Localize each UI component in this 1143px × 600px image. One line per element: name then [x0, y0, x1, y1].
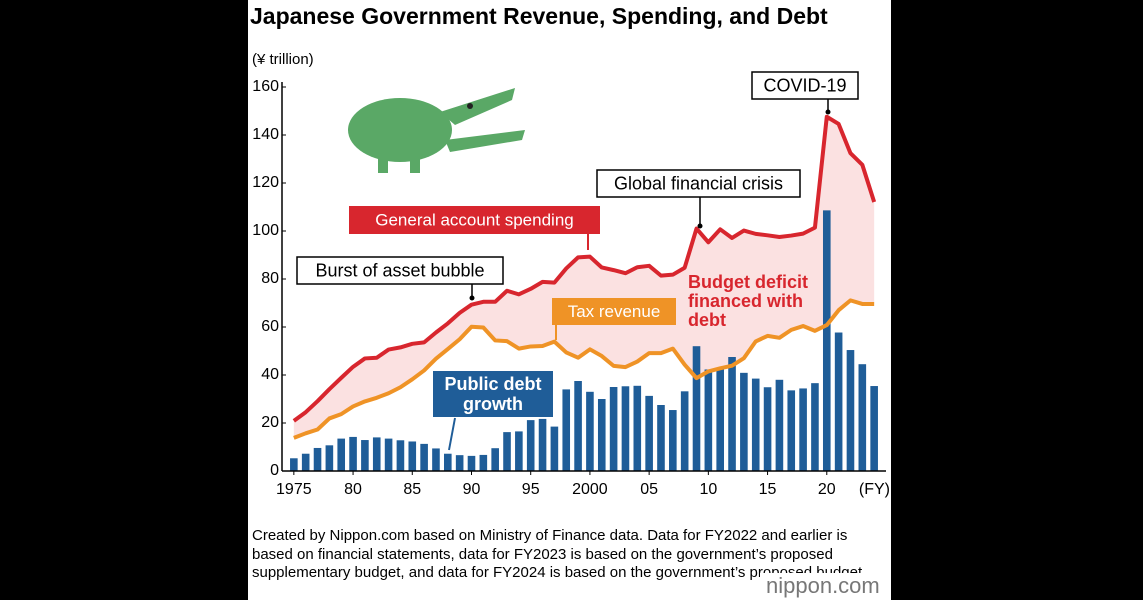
- y-tick-label: 80: [261, 270, 279, 287]
- bar: [822, 210, 831, 472]
- bar: [621, 386, 630, 471]
- y-tick-label: 140: [252, 126, 279, 143]
- bar: [704, 369, 713, 471]
- y-tick-label: 40: [261, 366, 279, 383]
- x-tick-label: 15: [759, 481, 777, 498]
- bar: [396, 440, 405, 471]
- bar: [811, 383, 819, 471]
- bar: [609, 387, 618, 471]
- bar: [349, 436, 357, 471]
- series-label-box: [552, 298, 676, 325]
- bar: [432, 448, 440, 471]
- bar: [680, 391, 689, 471]
- bar: [301, 453, 310, 471]
- annotation-dot: [825, 109, 831, 115]
- y-axis-label: (¥ trillion): [252, 51, 314, 68]
- x-tick-label: 80: [344, 481, 362, 498]
- y-tick-label: 100: [252, 222, 279, 239]
- x-tick-label: 20: [818, 481, 836, 498]
- bar: [574, 381, 582, 471]
- bar: [337, 438, 346, 471]
- bar: [834, 332, 843, 471]
- annotation: Burst of asset bubble: [315, 260, 484, 280]
- bar: [586, 391, 594, 471]
- series-label: Tax revenue: [568, 302, 661, 321]
- bar: [538, 418, 547, 471]
- bar: [479, 454, 488, 471]
- bar: [633, 385, 642, 471]
- x-tick-label: 2000: [572, 481, 608, 498]
- line: [292, 114, 877, 423]
- bar: [657, 405, 665, 471]
- bar: [325, 445, 334, 471]
- x-tick-label: 05: [640, 481, 658, 498]
- y-tick-label: 20: [261, 414, 279, 431]
- bar: [408, 441, 417, 471]
- bar: [420, 443, 428, 471]
- bar: [455, 455, 464, 471]
- bar: [669, 410, 677, 471]
- bar: [740, 372, 748, 471]
- bar: [562, 389, 571, 471]
- series-label: General account spending: [375, 210, 573, 229]
- bar: [870, 386, 878, 471]
- crocodile-illustration: [348, 88, 525, 173]
- bar: [751, 378, 760, 471]
- bar: [444, 453, 452, 471]
- x-tick-label: 95: [522, 481, 540, 498]
- x-axis-label: (FY): [859, 481, 890, 498]
- logo: nippon.com: [760, 573, 880, 599]
- annotation-box: [751, 71, 859, 100]
- bar: [526, 420, 535, 471]
- bar: [858, 364, 867, 471]
- bar: [692, 346, 701, 471]
- bar: [384, 438, 393, 471]
- annotation-dot: [697, 223, 703, 229]
- bar: [550, 426, 559, 471]
- bar: [515, 431, 523, 471]
- source-note: Created by Nippon.com based on Ministry …: [252, 527, 867, 581]
- bar: [313, 447, 322, 471]
- series-label-box: [349, 206, 600, 234]
- annotation-box: [296, 256, 504, 285]
- annotation: Budget deficit financed with debt: [688, 272, 808, 330]
- bar: [846, 350, 855, 471]
- annotation-dot: [469, 295, 475, 301]
- bar: [372, 437, 381, 471]
- bar: [799, 388, 807, 471]
- y-tick-label: 0: [270, 462, 279, 479]
- line: [293, 298, 875, 440]
- bar: [775, 379, 784, 471]
- bar: [491, 448, 499, 471]
- chart-title: Japanese Government Revenue, Spending, a…: [250, 3, 828, 29]
- bar: [597, 399, 606, 471]
- bar: [728, 357, 736, 471]
- bar: [787, 390, 796, 471]
- x-tick-label: 90: [463, 481, 481, 498]
- y-tick-label: 60: [261, 318, 279, 335]
- bar: [716, 368, 724, 471]
- bar: [290, 458, 298, 471]
- bar: [503, 432, 511, 471]
- annotation: COVID-19: [763, 75, 846, 95]
- y-tick-label: 160: [252, 78, 279, 95]
- annotation-box: [596, 169, 801, 198]
- bar: [467, 455, 476, 471]
- bar: [361, 440, 369, 471]
- y-tick-label: 120: [252, 174, 279, 191]
- x-tick-label: 1975: [276, 481, 312, 498]
- annotation: Global financial crisis: [614, 173, 783, 193]
- bar: [763, 387, 772, 471]
- x-tick-label: 10: [699, 481, 717, 498]
- x-tick-label: 85: [403, 481, 421, 498]
- series-label: Public debt growth: [433, 371, 553, 417]
- bar: [645, 395, 653, 471]
- series-label-pointer: [448, 417, 456, 451]
